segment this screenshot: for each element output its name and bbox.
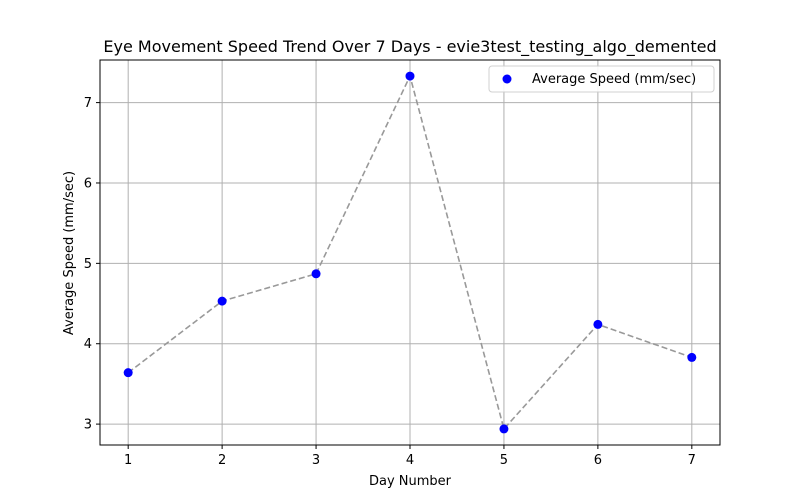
chart-title: Eye Movement Speed Trend Over 7 Days - e…: [103, 37, 716, 57]
data-points: [123, 71, 697, 434]
x-tick-label: 5: [500, 453, 508, 468]
x-axis-title: Day Number: [369, 474, 452, 489]
x-tick-label: 2: [218, 453, 226, 468]
x-tick-label: 4: [406, 453, 414, 468]
legend-label: Average Speed (mm/sec): [532, 72, 696, 87]
data-point: [499, 424, 509, 434]
y-tick-label: 7: [84, 96, 92, 111]
y-tick-label: 3: [84, 418, 92, 433]
grid: [100, 60, 720, 445]
y-tick-label: 5: [84, 257, 92, 272]
data-point: [123, 368, 133, 378]
legend-marker: [502, 74, 512, 84]
y-axis-title: Average Speed (mm/sec): [62, 171, 77, 335]
y-tick-label: 4: [84, 337, 92, 352]
x-tick-label: 6: [594, 453, 602, 468]
data-point: [405, 71, 415, 81]
data-point: [687, 352, 697, 362]
x-tick-label: 7: [688, 453, 696, 468]
legend: Average Speed (mm/sec): [488, 65, 715, 93]
legend-box: [488, 65, 715, 93]
x-tick-label: 1: [124, 453, 132, 468]
y-tick-label: 6: [84, 176, 92, 191]
data-point: [593, 319, 603, 329]
x-axis-ticks: 1 2 3 4 5 6 7: [124, 445, 696, 468]
y-axis-ticks: 3 4 5 6 7: [84, 96, 100, 433]
data-point: [217, 296, 227, 306]
x-tick-label: 3: [312, 453, 320, 468]
data-point: [311, 269, 321, 279]
